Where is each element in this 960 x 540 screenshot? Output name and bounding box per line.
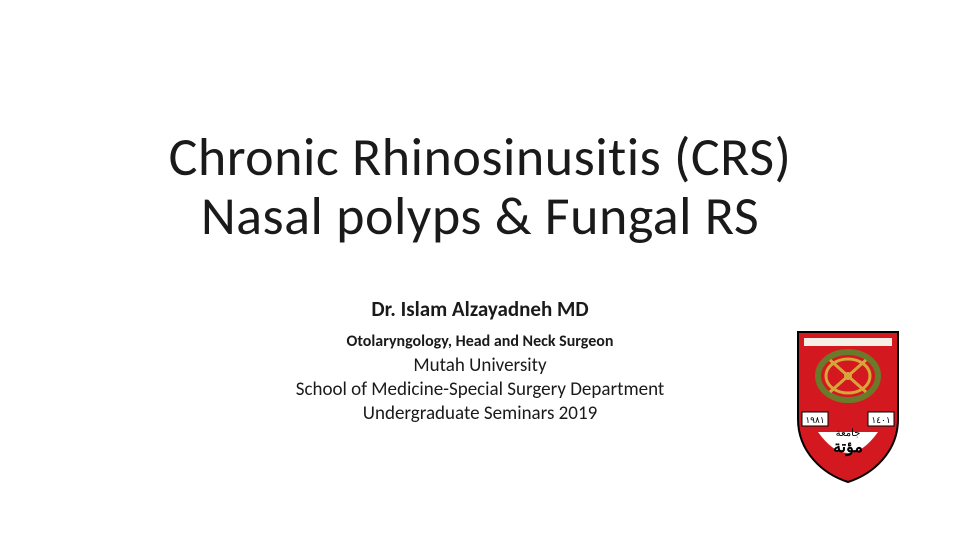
title-line-1: Chronic Rhinosinusitis (CRS) — [169, 124, 792, 190]
affiliation-line-2: School of Medicine-Special Surgery Depar… — [296, 378, 665, 401]
title-line-2: Nasal polyps & Fungal RS — [201, 183, 759, 249]
affiliation-line-1: Mutah University — [413, 354, 546, 377]
svg-text:جامعة: جامعة — [836, 428, 861, 439]
slide: Chronic Rhinosinusitis (CRS) Nasal polyp… — [0, 0, 960, 540]
slide-title: Chronic Rhinosinusitis (CRS) Nasal polyp… — [0, 128, 960, 247]
svg-text:مؤتة: مؤتة — [833, 439, 863, 457]
author-name: Dr. Islam Alzayadneh MD — [0, 296, 960, 322]
svg-text:١٩٨١: ١٩٨١ — [805, 415, 824, 425]
affiliation-line-3: Undergraduate Seminars 2019 — [363, 402, 597, 425]
university-crest-icon: ١٩٨١ ١٤٠١ مؤتة جامعة — [788, 324, 908, 484]
svg-text:١٤٠١: ١٤٠١ — [871, 415, 890, 425]
